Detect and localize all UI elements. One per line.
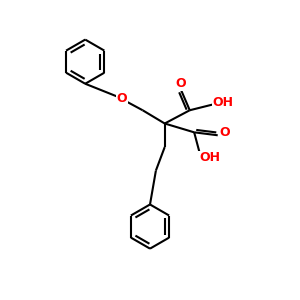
Text: O: O [117, 92, 127, 105]
Text: OH: OH [199, 152, 220, 164]
Text: OH: OH [212, 96, 233, 110]
Text: O: O [176, 77, 186, 90]
Text: O: O [219, 126, 230, 139]
